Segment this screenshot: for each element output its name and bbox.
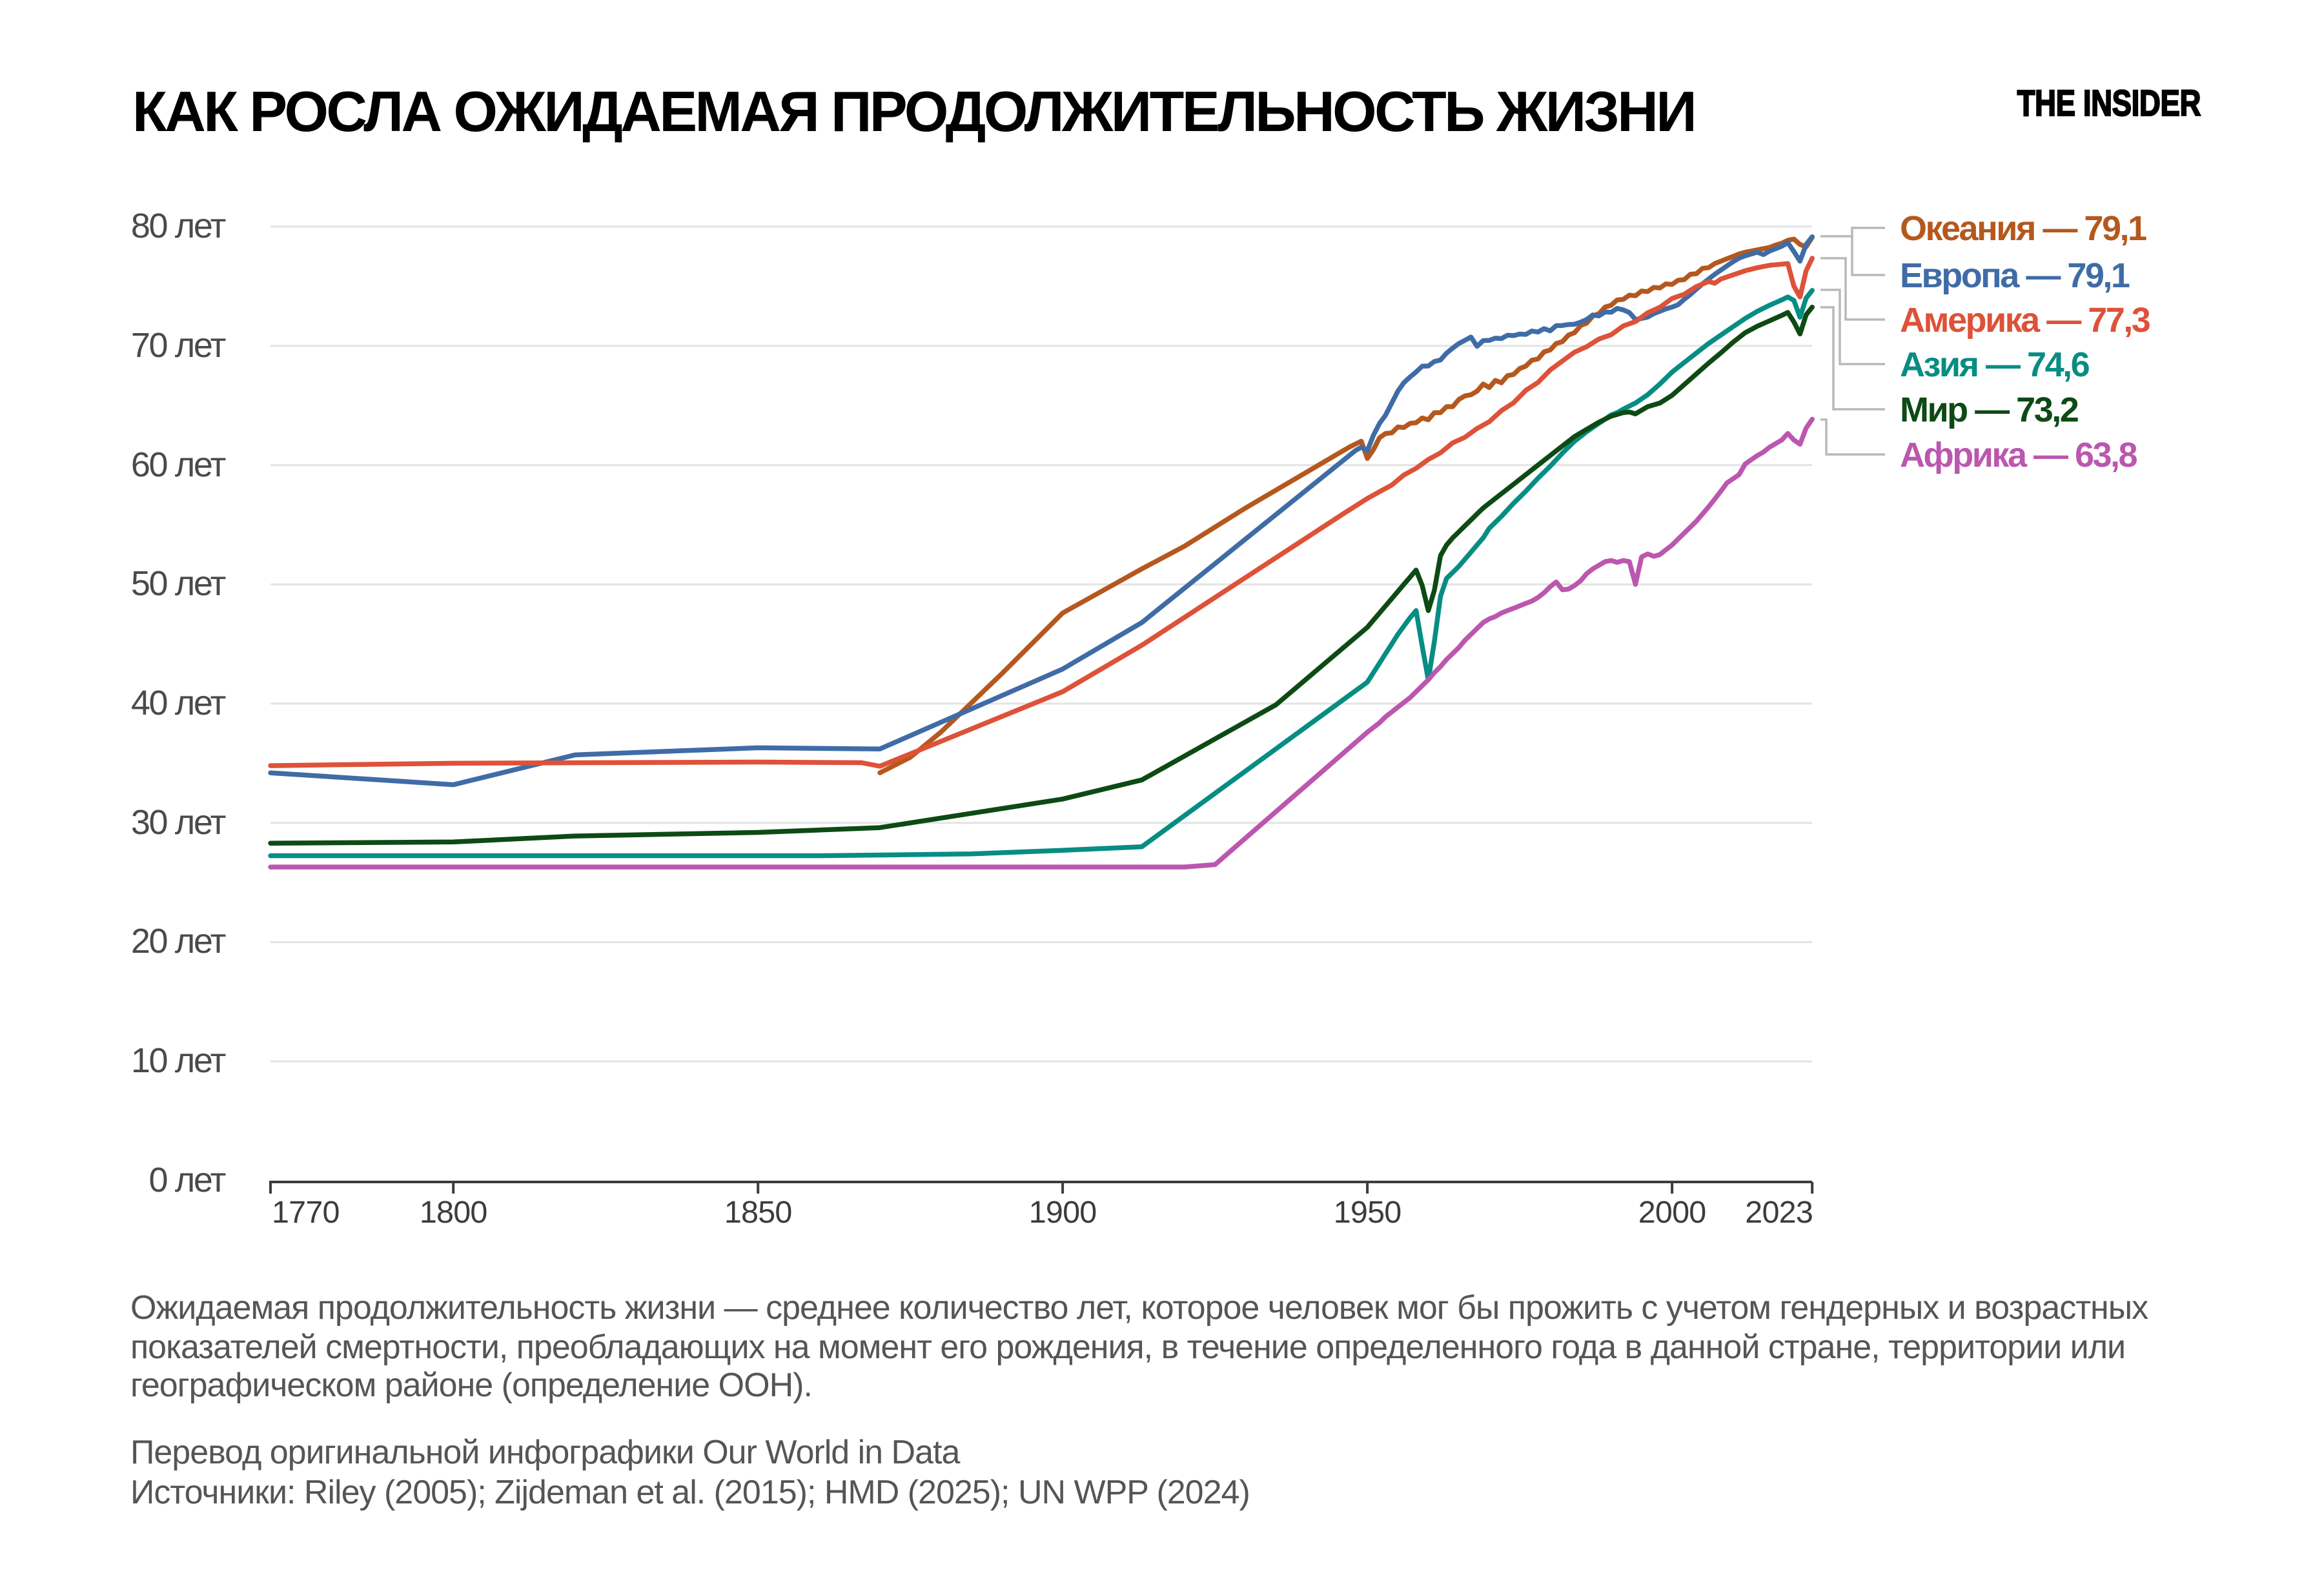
svg-text:1850: 1850 (724, 1195, 792, 1230)
svg-text:Азия — 74,6: Азия — 74,6 (1900, 345, 2090, 384)
svg-text:Мир — 73,2: Мир — 73,2 (1900, 391, 2078, 429)
svg-text:40 лет: 40 лет (131, 684, 226, 722)
svg-text:30 лет: 30 лет (131, 803, 226, 842)
svg-text:Америка — 77,3: Америка — 77,3 (1900, 301, 2150, 340)
svg-text:60 лет: 60 лет (131, 445, 226, 484)
svg-text:географическом районе (определ: географическом районе (определение ООН). (130, 1367, 812, 1404)
svg-text:1800: 1800 (420, 1195, 487, 1230)
svg-text:1900: 1900 (1029, 1195, 1097, 1230)
svg-text:Африка — 63,8: Африка — 63,8 (1900, 436, 2137, 474)
svg-text:Океания — 79,1: Океания — 79,1 (1900, 209, 2146, 248)
svg-text:50 лет: 50 лет (131, 564, 226, 603)
svg-text:1950: 1950 (1334, 1195, 1402, 1230)
svg-text:70 лет: 70 лет (131, 326, 226, 365)
svg-text:Источники: Riley (2005); Zijde: Источники: Riley (2005); Zijdeman et al.… (130, 1474, 1250, 1511)
svg-text:Ожидаемая продолжительность жи: Ожидаемая продолжительность жизни — сред… (130, 1289, 2148, 1327)
svg-text:2000: 2000 (1638, 1195, 1706, 1230)
svg-text:Европа — 79,1: Европа — 79,1 (1900, 256, 2130, 295)
svg-text:показателей смертности, преобл: показателей смертности, преобладающих на… (130, 1328, 2125, 1366)
svg-text:2023: 2023 (1745, 1195, 1813, 1230)
svg-text:Перевод оригинальной инфографи: Перевод оригинальной инфографики Our Wor… (130, 1434, 960, 1471)
svg-text:КАК РОСЛА ОЖИДАЕМАЯ ПРОДОЛЖИТЕ: КАК РОСЛА ОЖИДАЕМАЯ ПРОДОЛЖИТЕЛЬНОСТЬ ЖИ… (132, 79, 1695, 143)
svg-text:10 лет: 10 лет (131, 1041, 226, 1080)
svg-text:80 лет: 80 лет (131, 207, 226, 245)
svg-text:THE INSIDER: THE INSIDER (2017, 82, 2201, 123)
svg-text:1770: 1770 (272, 1195, 340, 1230)
svg-text:0 лет: 0 лет (148, 1161, 225, 1199)
svg-text:20 лет: 20 лет (131, 922, 226, 961)
